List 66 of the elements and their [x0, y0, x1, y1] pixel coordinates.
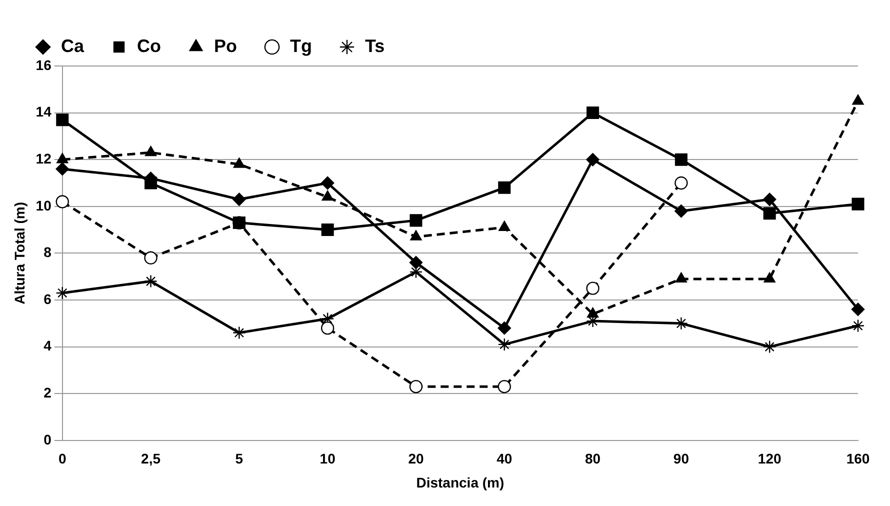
point	[233, 158, 245, 168]
point	[320, 321, 334, 335]
point	[762, 192, 776, 206]
point	[498, 181, 511, 194]
x-tick-label: 120	[758, 450, 782, 467]
y-tick-label: 2	[44, 384, 52, 400]
point	[232, 326, 246, 340]
point	[852, 94, 864, 105]
point	[498, 338, 511, 352]
point	[586, 282, 600, 295]
x-tick-label: 10	[320, 450, 336, 467]
x-tick-label: 160	[846, 450, 870, 467]
point	[56, 162, 69, 176]
point	[320, 176, 334, 190]
point	[232, 192, 246, 206]
point	[586, 106, 600, 120]
point	[586, 307, 599, 318]
point	[674, 176, 688, 190]
point	[851, 302, 865, 316]
legend-label: Po	[214, 36, 238, 56]
point	[498, 380, 511, 394]
point	[410, 214, 422, 227]
point	[144, 146, 157, 156]
point	[586, 153, 600, 166]
y-tick-label: 10	[36, 197, 52, 214]
y-axis-title: Altura Total (m)	[11, 202, 28, 304]
point	[321, 224, 334, 236]
x-tick-label: 5	[235, 450, 244, 467]
y-tick-label: 8	[44, 244, 52, 260]
point	[144, 251, 158, 264]
point	[56, 153, 68, 164]
point	[56, 114, 69, 126]
x-tick-label: 80	[585, 450, 601, 467]
point	[674, 316, 688, 330]
x-tick-label: 20	[408, 450, 424, 467]
y-tick-label: 16	[36, 56, 52, 73]
y-tick-label: 12	[36, 150, 52, 166]
point	[410, 230, 422, 240]
legend-label: Ca	[61, 36, 85, 56]
y-tick-label: 4	[44, 338, 52, 354]
x-tick-label: 40	[496, 450, 512, 467]
point	[674, 204, 688, 218]
x-axis-title: Distancia (m)	[416, 474, 504, 490]
point	[409, 265, 423, 279]
point	[764, 272, 776, 283]
point	[144, 274, 158, 288]
point	[409, 256, 423, 270]
y-tick-label: 6	[44, 290, 52, 307]
point	[409, 380, 423, 394]
point	[674, 153, 688, 166]
x-tick-label: 90	[673, 450, 690, 467]
point	[851, 319, 865, 332]
point	[498, 321, 511, 335]
x-tick-label: 0	[58, 450, 66, 467]
point	[763, 207, 776, 220]
point	[852, 198, 864, 210]
point	[498, 220, 510, 232]
point	[322, 190, 334, 201]
legend-label: Tg	[290, 36, 312, 56]
y-tick-label: 14	[36, 104, 52, 120]
x-tick-label: 2,5	[141, 450, 161, 467]
legend-label: Co	[137, 36, 162, 56]
point	[762, 340, 776, 354]
legend-label: Ts	[364, 36, 385, 56]
point	[675, 272, 687, 283]
y-tick-label: 0	[44, 431, 52, 448]
